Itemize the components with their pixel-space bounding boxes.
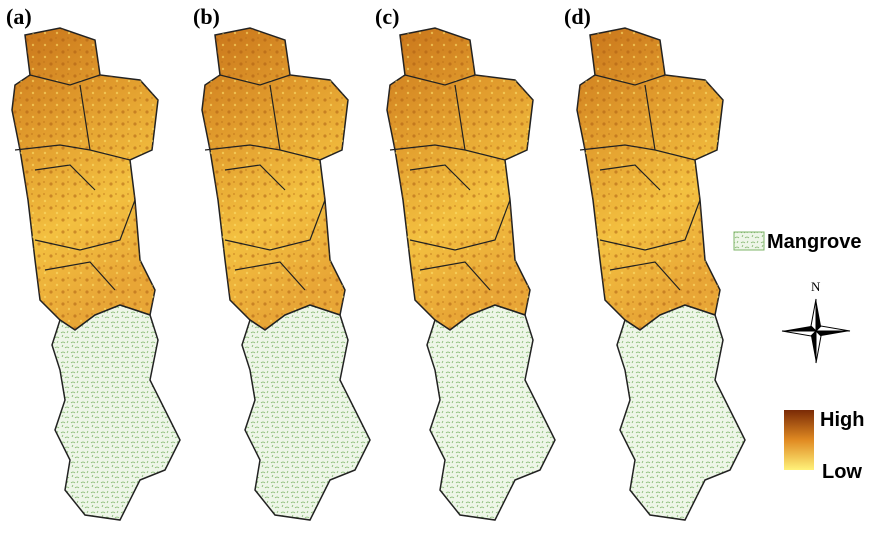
mangrove-label: Mangrove xyxy=(767,231,861,253)
panel-label: (d) xyxy=(564,4,591,29)
low-label: Low xyxy=(822,461,862,483)
panel-a: (a) xyxy=(6,4,180,520)
mangrove-swatch xyxy=(734,232,764,250)
panel-d: (d) xyxy=(564,4,745,520)
compass xyxy=(782,299,850,363)
panel-c: (c) xyxy=(375,4,555,520)
panel-label: (b) xyxy=(193,4,220,29)
panel-b: (b) xyxy=(193,4,370,520)
north-label: N xyxy=(811,279,821,294)
high-label: High xyxy=(820,409,864,431)
panel-label: (a) xyxy=(6,4,32,29)
figure: (a) (b) (c) (d) Mangrove N High Low xyxy=(0,0,886,534)
color-ramp xyxy=(784,410,814,470)
legend: Mangrove N High Low xyxy=(734,231,864,483)
panel-label: (c) xyxy=(375,4,399,29)
